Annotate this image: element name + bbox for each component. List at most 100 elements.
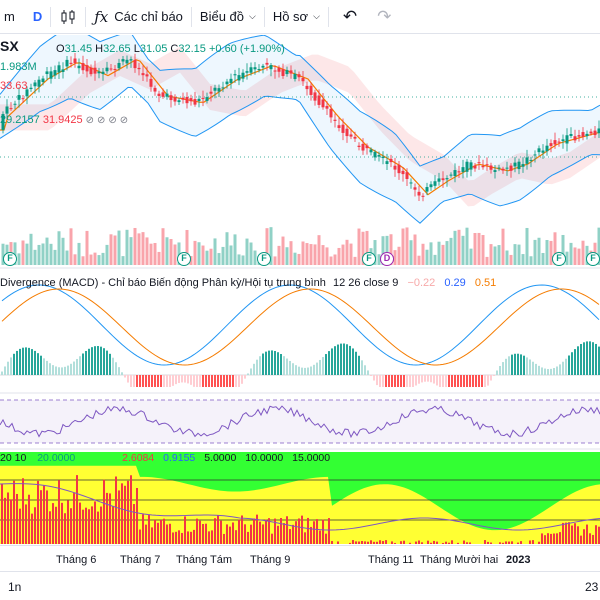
volume-bar (141, 232, 145, 265)
candle-body (417, 191, 421, 196)
candle-body (5, 106, 9, 114)
chevron-down-icon: ⌵ (249, 11, 256, 21)
volume-bar (437, 241, 441, 265)
event-marker-f[interactable]: F (362, 252, 376, 266)
indicator3-bar (508, 541, 510, 544)
volume-bar (349, 243, 353, 265)
volume-bar (89, 254, 93, 265)
chart-type-button[interactable]: Biểu đồ ⌵ (192, 0, 264, 34)
candle-body (193, 99, 197, 105)
indicator3-bar (262, 524, 264, 544)
macd-histogram-bar (514, 353, 516, 375)
macd-histogram-bar (28, 347, 30, 375)
macd-histogram-bar (244, 375, 246, 379)
macd-histogram-bar (298, 366, 300, 375)
indicator3-bar (232, 522, 234, 544)
candle-style-button[interactable] (51, 0, 85, 34)
volume-bar (533, 239, 537, 265)
indicator3-bar (580, 535, 582, 544)
indicator3-bar (106, 492, 108, 544)
macd-histogram-bar (268, 350, 270, 375)
indicator3-bar (73, 493, 75, 544)
candle-body (325, 105, 329, 109)
visibility-icons[interactable]: ⊘⊘⊘⊘ (85, 115, 132, 126)
profile-button[interactable]: Hồ sơ ⌵ (265, 0, 328, 34)
candle-body (9, 108, 13, 110)
candle-body (453, 170, 457, 177)
macd-histogram-bar (517, 353, 519, 375)
candle-body (309, 85, 313, 95)
indicator3-bar (403, 540, 405, 544)
candle-body (529, 159, 533, 161)
indicator3-bar (448, 542, 450, 544)
volume-bar (165, 237, 169, 265)
indicator3-bar (283, 523, 285, 544)
indicator3-bar (10, 499, 12, 544)
volume-bar (153, 242, 157, 265)
undo-button[interactable]: ↶ (329, 0, 371, 34)
volume-bar (233, 234, 237, 265)
indicator3-bar (175, 531, 177, 544)
candle-body (237, 75, 241, 81)
chart-canvas[interactable] (0, 35, 600, 545)
volume-bar (97, 255, 101, 265)
macd-histogram-bar (463, 375, 465, 387)
candle-body (85, 65, 89, 72)
time-axis[interactable]: Tháng 6 Tháng 7 Tháng Tám Tháng 9 Tháng … (0, 545, 600, 571)
event-marker-f[interactable]: F (552, 252, 566, 266)
volume-bar (293, 252, 297, 265)
redo-button[interactable]: ↷ (371, 0, 397, 34)
candle-body (61, 69, 65, 72)
volume-bar (381, 236, 385, 265)
indicator3-bar (112, 505, 114, 544)
volume-bar (73, 254, 77, 265)
chevron-down-icon: ⌵ (313, 11, 320, 21)
macd-histogram-bar (439, 375, 441, 387)
candle-body (589, 131, 593, 134)
macd-histogram-bar (13, 353, 15, 375)
event-marker-f[interactable]: F (177, 252, 191, 266)
candle-body (169, 95, 173, 101)
candle-body (593, 130, 597, 136)
volume-bar (169, 239, 173, 265)
macd-histogram-bar (511, 354, 513, 375)
candle-body (13, 103, 17, 105)
undo-icon: ↶ (342, 6, 358, 26)
macd-histogram-bar (505, 358, 507, 375)
indicator3-bar (235, 530, 237, 544)
macd-histogram-bar (319, 359, 321, 375)
candle-body (277, 67, 281, 72)
event-marker-f[interactable]: F (586, 252, 600, 266)
volume-bar (509, 254, 513, 265)
candle-body (129, 59, 133, 61)
candle-body (553, 140, 557, 145)
volume-bar (353, 256, 357, 265)
indicator3-bar (313, 521, 315, 544)
macd-histogram-bar (232, 375, 234, 387)
candle-body (497, 167, 501, 169)
event-marker-f[interactable]: F (3, 252, 17, 266)
toolbar-divider (50, 6, 52, 27)
event-marker-f[interactable]: F (257, 252, 271, 266)
indicator3-bar (544, 535, 546, 544)
macd-histogram-bar (496, 370, 498, 375)
indicator3-bar (532, 540, 534, 544)
candle-body (569, 134, 573, 136)
interval-selector[interactable]: m D (0, 0, 50, 34)
candle-body (477, 162, 481, 164)
range-button-1n[interactable]: 1n (8, 580, 22, 594)
candle-body (65, 59, 69, 67)
candle-body (181, 97, 185, 100)
candle-body (213, 87, 217, 91)
candle-body (457, 171, 461, 173)
macd-histogram-bar (115, 362, 117, 375)
symbol-label[interactable]: SX (0, 38, 19, 54)
indicator3-bar (337, 541, 339, 544)
event-marker-d[interactable]: D (380, 252, 394, 266)
indicators-button[interactable]: ƒx Các chỉ báo (86, 0, 191, 34)
indicator3-bar (589, 533, 591, 544)
macd-histogram-bar (250, 368, 252, 375)
macd-histogram-bar (247, 373, 249, 375)
indicator3-bar (91, 506, 93, 544)
volume-bar (357, 228, 361, 265)
